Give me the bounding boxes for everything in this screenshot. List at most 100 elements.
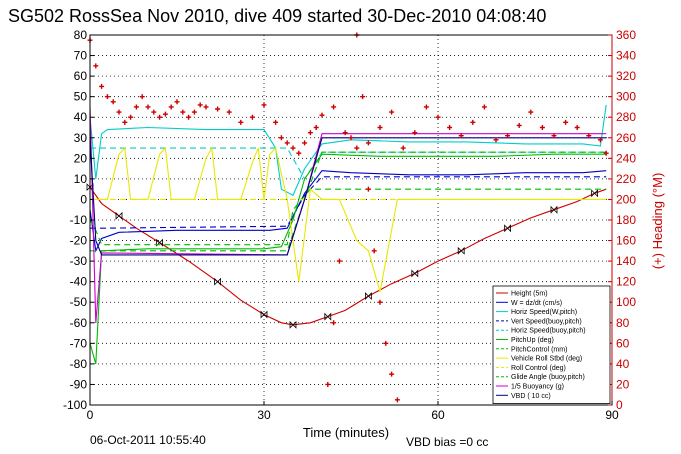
heading-point <box>528 109 534 115</box>
heading-point <box>342 130 348 136</box>
y-tick-label: 10 <box>74 172 88 186</box>
y-tick-label: 50 <box>74 90 88 104</box>
y-right-tick-label: 40 <box>616 357 630 371</box>
heading-point <box>296 150 302 156</box>
heading-point <box>516 122 522 128</box>
y-right-tick-label: 200 <box>616 192 636 206</box>
heading-point <box>365 186 371 192</box>
height-marker <box>457 246 465 255</box>
chart-title: SG502 RossSea Nov 2010, dive 409 started… <box>8 6 546 26</box>
y-axis-left-ticks: 80 70 60 50 40 30 20 10 0 -10 -20 -30 -40 -50 -60 -70 -8… <box>63 28 94 412</box>
legend-entry: 1/5 Buoyancy (g) <box>511 384 564 391</box>
heading-point <box>435 114 441 120</box>
y-right-tick-label: 240 <box>616 151 636 165</box>
heading-point <box>249 114 255 120</box>
heading-point <box>331 104 337 110</box>
series-vbd-10-cc <box>89 137 607 256</box>
height-marker <box>550 205 558 214</box>
y-right-tick-label: 340 <box>616 49 636 63</box>
heading-point <box>331 320 337 326</box>
heading-point <box>336 258 342 264</box>
height-marker <box>260 310 268 319</box>
heading-point <box>226 109 232 115</box>
y-tick-label: 80 <box>74 28 88 42</box>
heading-point <box>104 94 110 100</box>
heading-point <box>238 119 244 125</box>
y-right-tick-label: 300 <box>616 90 636 104</box>
heading-point <box>603 150 609 156</box>
heading-point <box>563 119 569 125</box>
heading-point <box>470 119 476 125</box>
y-tick-label: 40 <box>74 110 88 124</box>
heading-point <box>302 140 308 146</box>
legend-entry: Roll Control (deg) <box>511 365 566 372</box>
heading-point <box>389 109 395 115</box>
heading-point <box>116 109 122 115</box>
heading-point <box>168 104 174 110</box>
y-tick-label: 70 <box>74 49 88 63</box>
legend-entry: Height (5m) <box>511 291 548 298</box>
y-right-tick-label: 140 <box>616 254 636 268</box>
heading-point <box>99 83 105 89</box>
y-tick-label: -10 <box>70 213 88 227</box>
heading-point <box>377 299 383 305</box>
heading-point <box>551 133 557 139</box>
legend-entry: Vert Speed(buoy,pitch) <box>511 318 582 325</box>
series-glide-angle-buoy-pitch <box>90 151 607 252</box>
heading-point <box>145 104 151 110</box>
y-right-tick-label: 160 <box>616 234 636 248</box>
x-tick-label: 90 <box>605 408 619 422</box>
heading-point <box>133 104 139 110</box>
heading-point <box>139 94 145 100</box>
height-marker <box>365 292 372 301</box>
legend-entry: W = dz/dt (cm/s) <box>511 300 562 307</box>
heading-point <box>313 125 319 130</box>
legend-entry: PitchUp (deg) <box>511 337 554 344</box>
x-tick-label: 60 <box>431 408 445 422</box>
x-tick-label: 0 <box>87 408 94 422</box>
y-right-tick-label: 0 <box>616 398 623 412</box>
y-right-tick-label: 220 <box>616 172 636 186</box>
y-right-tick-label: 280 <box>616 110 636 124</box>
series-layer <box>86 32 609 403</box>
heading-point <box>383 340 389 346</box>
heading-point <box>325 381 331 387</box>
y-tick-label: 20 <box>74 151 88 165</box>
legend-entry: Glide Angle (buoy,pitch) <box>511 374 585 381</box>
legend-entry: VBD ( 10 cc) <box>511 393 551 400</box>
y-right-tick-label: 120 <box>616 275 636 289</box>
heading-point <box>128 114 134 120</box>
heading-point <box>162 111 168 117</box>
heading-point <box>371 248 377 254</box>
height-marker <box>324 312 332 321</box>
heading-point <box>93 63 99 69</box>
legend-box <box>492 285 611 404</box>
heading-point <box>278 135 284 141</box>
series-height-5m <box>89 186 607 326</box>
y-tick-label: -80 <box>70 357 88 371</box>
y-tick-label: -30 <box>70 254 88 268</box>
heading-point <box>586 133 592 139</box>
y-right-tick-label: 180 <box>616 213 636 227</box>
y-tick-label: -20 <box>70 234 88 248</box>
heading-point <box>365 140 371 146</box>
y-right-tick-label: 20 <box>616 377 630 391</box>
heading-point <box>423 104 429 110</box>
x-axis-label: Time (minutes) <box>303 425 389 440</box>
heading-point <box>597 137 603 143</box>
y-right-tick-label: 100 <box>616 295 636 309</box>
legend-entry: Vehicle Roll Stbd (deg) <box>511 356 582 363</box>
y-right-tick-label: 60 <box>616 336 630 350</box>
legend-entry: Horiz Speed(buoy,pitch) <box>511 328 586 335</box>
heading-point <box>377 125 383 130</box>
footer-note: VBD bias =0 cc <box>406 435 488 449</box>
heading-point <box>215 106 221 112</box>
heading-point <box>447 125 453 130</box>
footer-date: 06-Oct-2011 10:55:40 <box>90 433 206 447</box>
heading-point <box>481 104 487 110</box>
y-axis-right-ticks: 3603403203002802602402202001801601401201… <box>608 28 636 412</box>
heading-point <box>122 119 128 125</box>
heading-point <box>389 371 395 377</box>
heading-point <box>203 104 209 110</box>
